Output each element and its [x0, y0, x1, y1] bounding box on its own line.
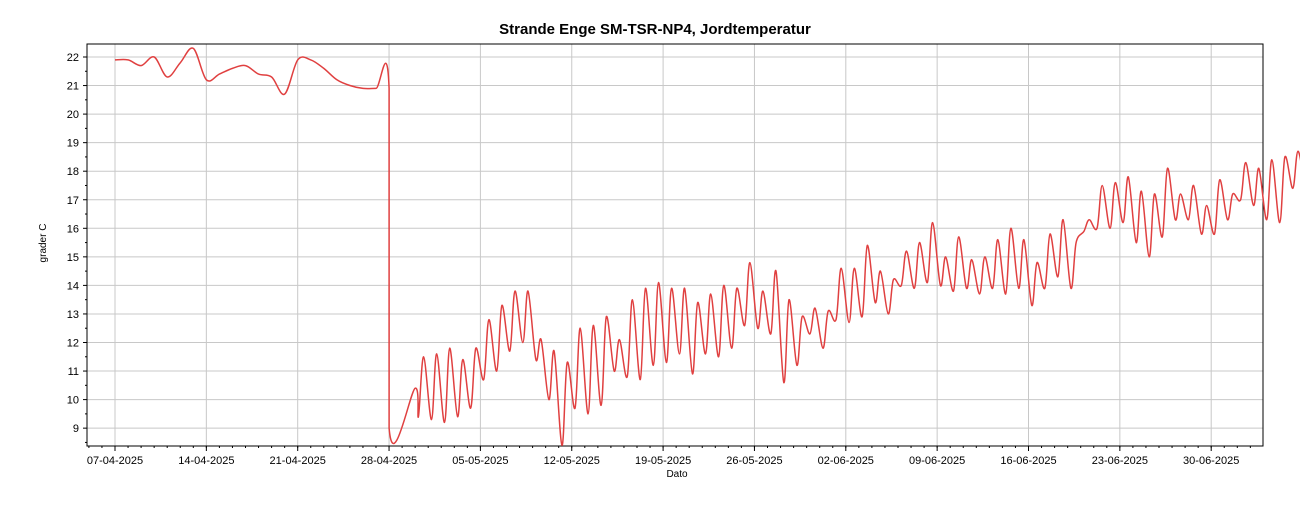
y-tick-label: 17: [67, 195, 79, 207]
x-tick-label: 23-06-2025: [1092, 455, 1148, 467]
x-tick-label: 02-06-2025: [818, 455, 874, 467]
x-tick-label: 26-05-2025: [726, 455, 782, 467]
x-tick-label: 28-04-2025: [361, 455, 417, 467]
chart-title: Strande Enge SM-TSR-NP4, Jordtemperatur: [499, 21, 811, 38]
y-tick-label: 11: [68, 366, 79, 378]
x-tick-label: 09-06-2025: [909, 455, 965, 467]
y-tick-label: 20: [67, 109, 79, 121]
y-axis: 9 10 11 12 13 14 15 16 17 18 19 20 21 22: [67, 52, 87, 443]
y-tick-label: 13: [67, 309, 79, 321]
x-tick-label: 12-05-2025: [544, 455, 600, 467]
y-tick-label: 15: [67, 252, 79, 264]
plot-frame: [86, 43, 1264, 447]
y-tick-label: 18: [67, 166, 79, 178]
y-tick-label: 12: [67, 338, 79, 350]
x-tick-label: 19-05-2025: [635, 455, 691, 467]
y-tick-label: 21: [67, 81, 79, 93]
y-tick-label: 19: [67, 138, 79, 150]
y-tick-label: 9: [73, 423, 79, 435]
x-tick-label: 21-04-2025: [270, 455, 326, 467]
y-tick-label: 10: [67, 395, 79, 407]
x-tick-label: 05-05-2025: [452, 455, 508, 467]
temperature-series-line: [114, 47, 1300, 447]
y-tick-label: 22: [67, 52, 79, 64]
y-axis-label: grader C: [38, 224, 49, 263]
x-tick-label: 30-06-2025: [1183, 455, 1239, 467]
series-layer: [114, 47, 1300, 447]
x-tick-label: 14-04-2025: [178, 455, 234, 467]
y-tick-label: 14: [67, 280, 79, 292]
x-axis-label: Dato: [666, 469, 688, 480]
y-tick-label: 16: [67, 223, 79, 235]
x-axis: 07-04-2025 14-04-2025 21-04-2025 28-04-2025…: [87, 446, 1251, 467]
x-tick-label: 16-06-2025: [1000, 455, 1056, 467]
x-tick-label: 07-04-2025: [87, 455, 143, 467]
grid: [87, 44, 1263, 446]
